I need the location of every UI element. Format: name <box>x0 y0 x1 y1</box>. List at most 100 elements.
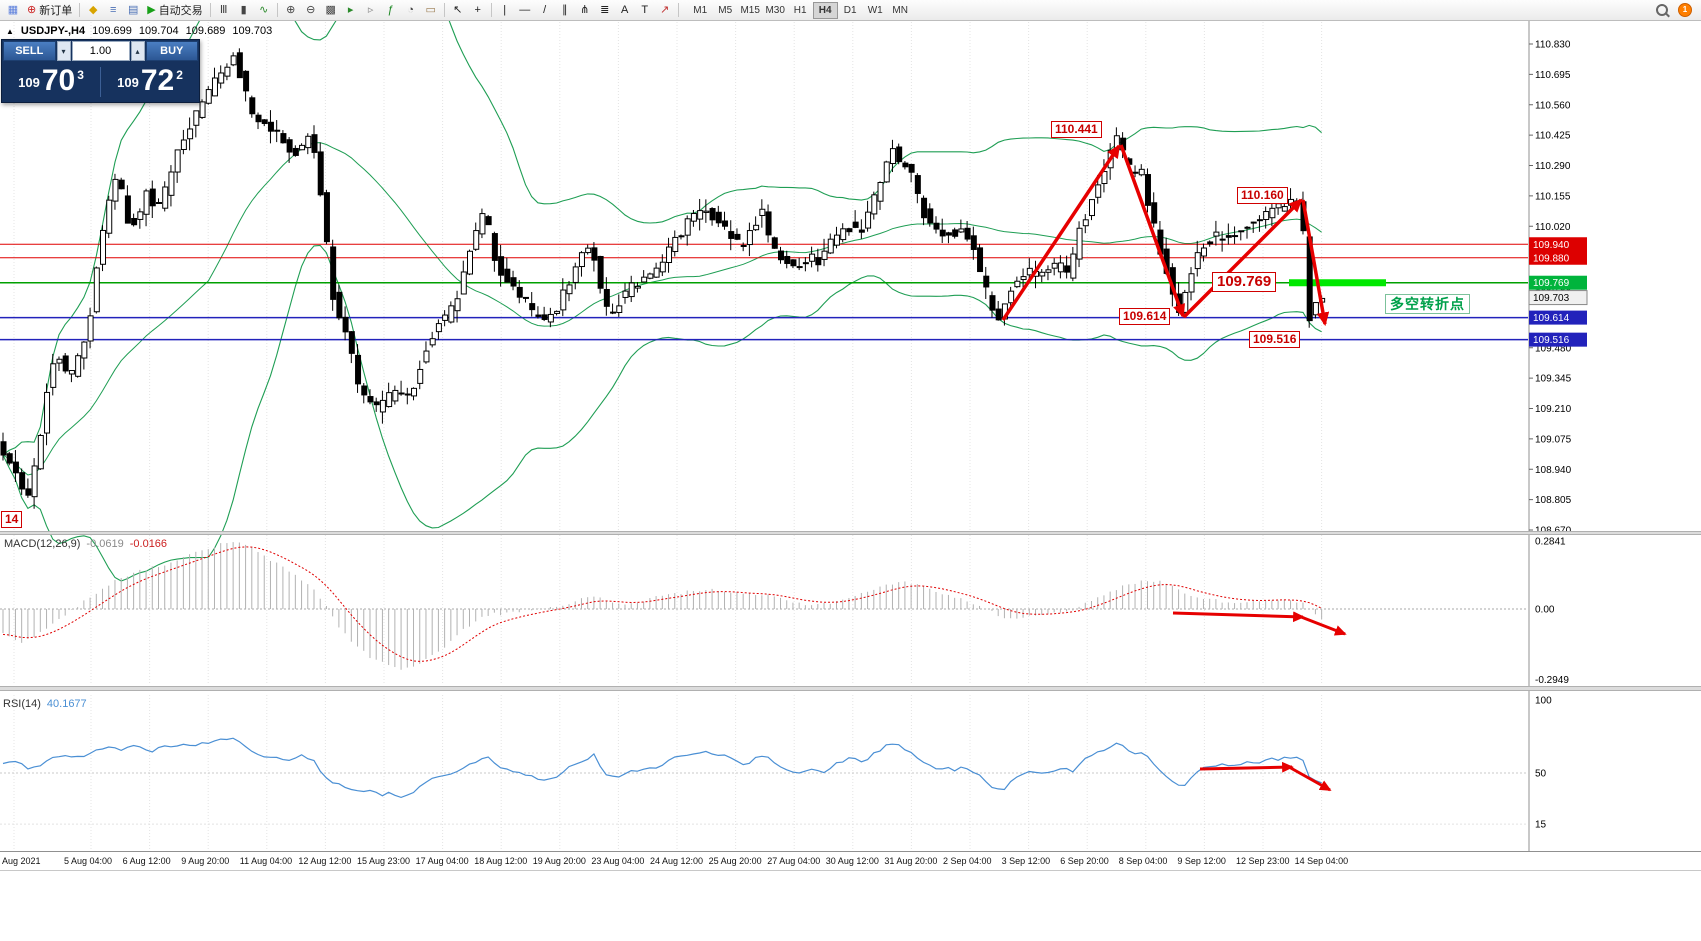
svg-text:6 Sep 20:00: 6 Sep 20:00 <box>1060 856 1109 866</box>
svg-text:0.2841: 0.2841 <box>1535 536 1566 547</box>
timeframe-m5[interactable]: M5 <box>713 2 738 19</box>
navigator-icon[interactable]: ▤ <box>123 1 143 19</box>
templates-icon[interactable]: ▭ <box>421 1 441 19</box>
ohlc-low: 109.689 <box>185 25 226 37</box>
auto-trading-button[interactable]: ▶ 自动交易 <box>143 1 206 19</box>
new-chart-icon[interactable]: ▦ <box>3 1 23 19</box>
svg-text:9 Aug 20:00: 9 Aug 20:00 <box>181 856 229 866</box>
rsi-panel[interactable] <box>0 737 1528 825</box>
svg-text:6 Aug 12:00: 6 Aug 12:00 <box>123 856 171 866</box>
notification-badge[interactable]: 1 <box>1678 3 1692 17</box>
svg-text:109.769: 109.769 <box>1533 278 1570 289</box>
text-label-icon: T <box>641 3 649 16</box>
equidistant-channel-icon[interactable]: ∥ <box>555 1 575 19</box>
market-watch-icon[interactable]: ≡ <box>103 1 123 19</box>
chart-shift-icon[interactable]: ▹ <box>361 1 381 19</box>
svg-text:109.614: 109.614 <box>1533 313 1570 324</box>
time-axis[interactable]: Aug 2021 5 Aug 04:00 6 Aug 12:00 9 Aug 20:0… <box>2 856 1348 866</box>
horizontal-line-icon: — <box>519 3 531 16</box>
svg-text:109.210: 109.210 <box>1535 404 1572 415</box>
sell-price-display[interactable]: 109 70 3 <box>2 65 100 98</box>
fibonacci-icon[interactable]: ≣ <box>595 1 615 19</box>
toolbar-right-cluster: 1 <box>1656 3 1698 17</box>
crosshair-icon[interactable]: + <box>468 1 488 19</box>
line-chart-icon: ∿ <box>259 3 269 16</box>
tile-windows-icon[interactable]: ▩ <box>321 1 341 19</box>
svg-text:18 Aug 12:00: 18 Aug 12:00 <box>474 856 527 866</box>
svg-text:11 Aug 04:00: 11 Aug 04:00 <box>240 856 292 866</box>
buy-price-display[interactable]: 109 72 2 <box>101 65 199 98</box>
zoom-in-icon[interactable]: ⊕ <box>281 1 301 19</box>
chart-annotation[interactable]: 多空转折点 <box>1385 294 1470 314</box>
panel-backgrounds <box>0 21 1701 941</box>
timeframe-h1[interactable]: H1 <box>788 2 813 19</box>
chart-annotation[interactable]: 109.769 <box>1212 272 1277 292</box>
chart-annotation[interactable]: 110.160 <box>1237 187 1288 204</box>
svg-text:19 Aug 20:00: 19 Aug 20:00 <box>533 856 586 866</box>
svg-text:109.516: 109.516 <box>1533 335 1570 346</box>
indicators-icon[interactable]: ƒ <box>381 1 401 19</box>
metaeditor-icon[interactable]: ◆ <box>83 1 103 19</box>
bollinger-lower-band <box>2 244 1322 582</box>
timeframe-m1[interactable]: M1 <box>688 2 713 19</box>
toolbar-separator <box>276 3 278 17</box>
periods-icon[interactable]: ◔ <box>401 1 421 19</box>
andrews-pitchfork-icon[interactable]: ⋔ <box>575 1 595 19</box>
svg-text:110.425: 110.425 <box>1535 131 1571 142</box>
price-axis[interactable]: 110.830 110.695 110.560 110.425 110.290 110.1… <box>0 21 1701 871</box>
bar-chart-icon[interactable]: Ⅲ <box>214 1 234 19</box>
line-chart-icon[interactable]: ∿ <box>254 1 274 19</box>
cursor-icon[interactable]: ↖ <box>448 1 468 19</box>
toolbar-button-label: 自动交易 <box>158 5 203 17</box>
trendline-icon[interactable]: / <box>535 1 555 19</box>
ohlc-close: 109.703 <box>232 25 273 37</box>
zoom-out-icon[interactable]: ⊖ <box>301 1 321 19</box>
rsi-line <box>2 737 1322 799</box>
timeframe-mn[interactable]: MN <box>888 2 913 19</box>
timeframe-h4[interactable]: H4 <box>812 1 838 19</box>
sell-price-sup: 3 <box>77 67 84 82</box>
chart-annotation[interactable]: 14 <box>1 511 23 528</box>
lot-increase-button[interactable]: ▴ <box>130 41 145 61</box>
main-price-chart[interactable] <box>0 0 1528 582</box>
timeframe-w1[interactable]: W1 <box>863 2 888 19</box>
svg-text:15 Aug 23:00: 15 Aug 23:00 <box>357 856 410 866</box>
text-label-icon[interactable]: T <box>635 1 655 19</box>
sell-button[interactable]: SELL <box>3 41 56 61</box>
trend-arrows[interactable] <box>1001 144 1347 792</box>
ohlc-open: 109.699 <box>92 25 132 37</box>
trend-arrow <box>1295 613 1347 636</box>
svg-text:9 Sep 12:00: 9 Sep 12:00 <box>1177 856 1226 866</box>
svg-text:109.480: 109.480 <box>1535 343 1572 354</box>
buy-button[interactable]: BUY <box>145 41 198 61</box>
svg-text:31 Aug 20:00: 31 Aug 20:00 <box>884 856 937 866</box>
chart-annotation[interactable]: 109.614 <box>1119 308 1171 325</box>
arrows-tool-icon[interactable]: ↗ <box>655 1 675 19</box>
svg-text:110.290: 110.290 <box>1535 161 1571 172</box>
search-icon[interactable] <box>1656 4 1668 16</box>
horizontal-line-icon[interactable]: — <box>515 1 535 19</box>
trend-arrow <box>1119 144 1185 318</box>
symbol-marker-icon: ▲ <box>6 27 14 36</box>
timeframe-m30[interactable]: M30 <box>763 2 788 19</box>
arrows-tool-icon: ↗ <box>660 3 670 16</box>
lot-size-input[interactable] <box>71 41 130 61</box>
chart-annotation[interactable]: 109.516 <box>1249 331 1301 348</box>
macd-indicator-label: MACD(12,26,9) -0.0619 -0.0166 <box>4 538 168 550</box>
macd-panel[interactable] <box>0 542 1528 670</box>
lot-decrease-button[interactable]: ▾ <box>56 41 71 61</box>
vertical-line-icon[interactable]: | <box>495 1 515 19</box>
chart-annotation[interactable]: 110.441 <box>1051 121 1102 138</box>
svg-text:108.805: 108.805 <box>1535 495 1572 506</box>
new-order-button[interactable]: ⊕ 新订单 <box>23 1 76 19</box>
zoom-out-icon: ⊖ <box>306 3 316 16</box>
auto-scroll-icon[interactable]: ▸ <box>341 1 361 19</box>
text-icon[interactable]: A <box>615 1 635 19</box>
timeframe-m15[interactable]: M15 <box>738 2 763 19</box>
svg-text:110.020: 110.020 <box>1535 222 1571 233</box>
timeframe-d1[interactable]: D1 <box>838 2 863 19</box>
trend-arrow <box>1301 199 1330 327</box>
candlestick-chart-icon[interactable]: ▮ <box>234 1 254 19</box>
chart-shift-icon: ▹ <box>367 3 374 16</box>
